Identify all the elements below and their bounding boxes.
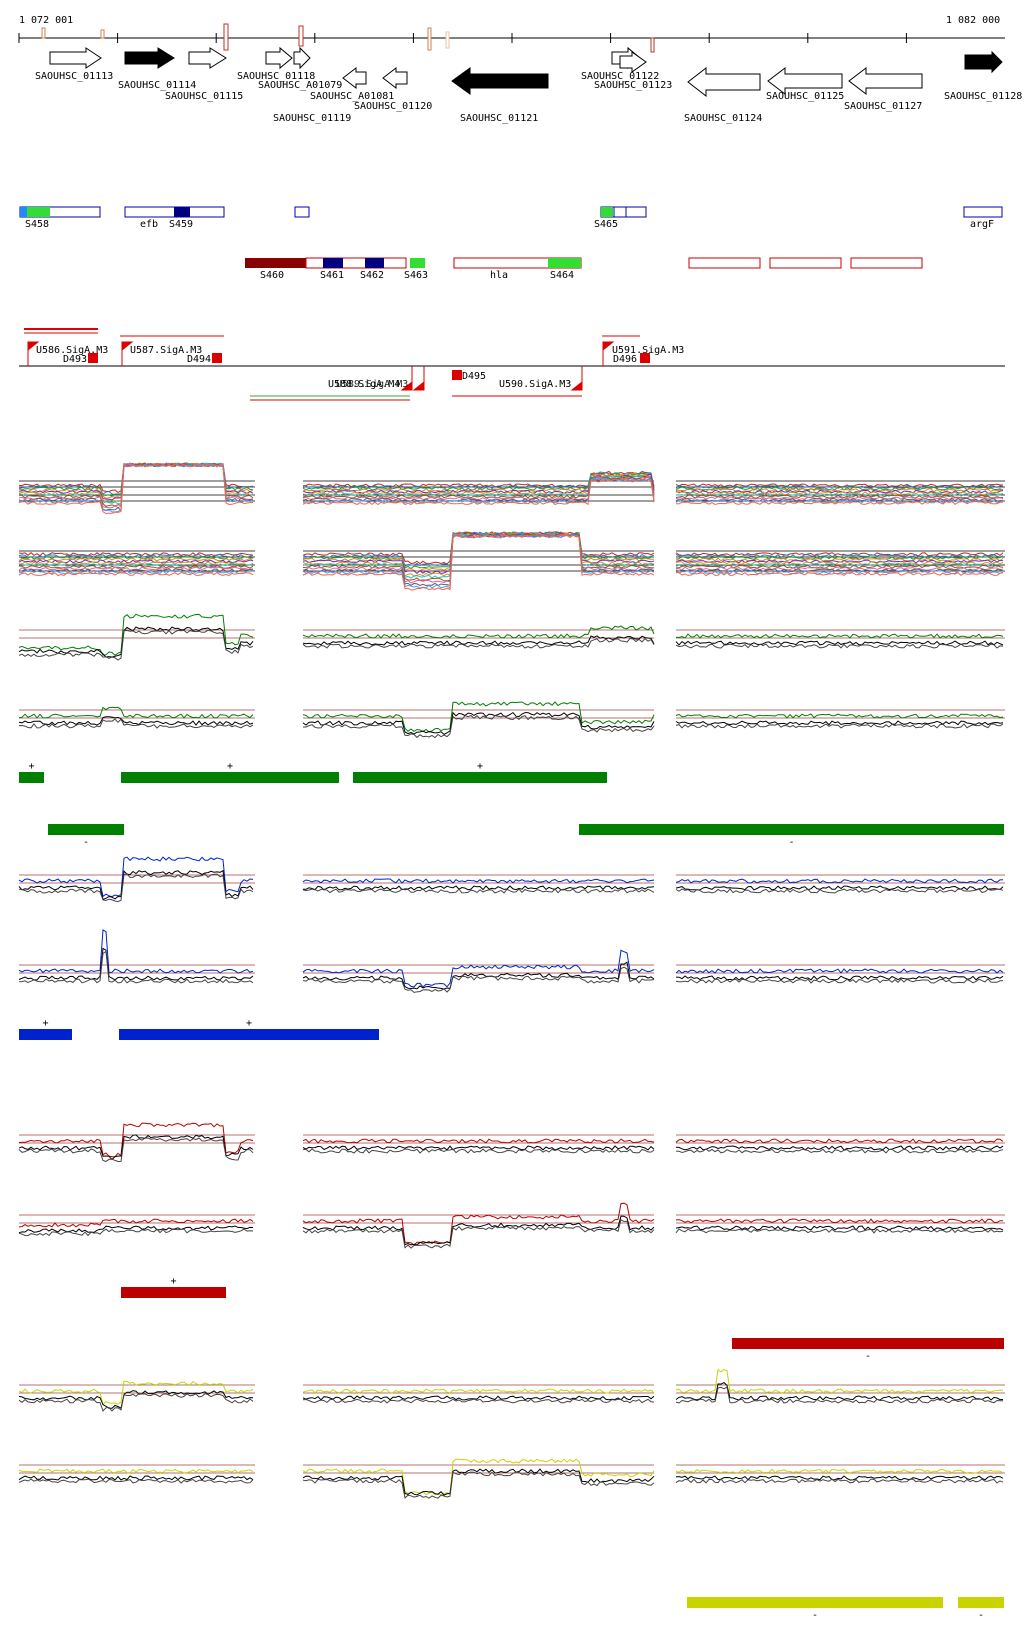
expression-profile-multi-1 xyxy=(18,462,1005,515)
promoter-U587[interactable]: U587.SigA.M3 xyxy=(130,345,202,356)
feature-S464[interactable]: S464 xyxy=(550,270,574,281)
gene-SAOUHSC_01123[interactable]: SAOUHSC_01123 xyxy=(594,51,672,91)
promoter-U591[interactable]: U591.SigA.M3 xyxy=(612,345,684,356)
promoter-U589[interactable]: U589.SigA.M3 xyxy=(336,379,408,390)
green-segment-bar[interactable] xyxy=(121,772,339,783)
green-condition-profile-2 xyxy=(18,701,1005,739)
promoter-U586[interactable]: U586.SigA.M3 xyxy=(36,345,108,356)
axis-ticks xyxy=(18,33,907,43)
red-segment-sign: + xyxy=(171,1276,177,1287)
expression-profile-multi-2 xyxy=(18,531,1005,591)
gene-SAOUHSC_A01081[interactable]: SAOUHSC_A01081 xyxy=(310,66,394,102)
gene-label: SAOUHSC_01118 xyxy=(237,71,315,82)
feature-S458[interactable]: S458 xyxy=(25,219,49,230)
gene-label: SAOUHSC_01123 xyxy=(594,80,672,91)
gene-label: SAOUHSC_01122 xyxy=(581,71,659,82)
gene-SAOUHSC_A01079[interactable]: SAOUHSC_A01079 xyxy=(258,46,342,91)
feature-S461[interactable]: S461 xyxy=(320,270,344,281)
plus-strand-features: S458 efb S459 S465 argF xyxy=(19,206,1003,230)
gene-label: SAOUHSC_01125 xyxy=(766,91,844,102)
feature-S465[interactable]: S465 xyxy=(594,219,618,230)
promoter-terminator-track: U586.SigA.M3 U587.SigA.M3 U591.SigA.M3 D… xyxy=(19,328,1005,401)
gene-label: SAOUHSC_01128 xyxy=(944,91,1022,102)
red-segment-bar[interactable] xyxy=(732,1338,1004,1349)
feature-S463[interactable]: S463 xyxy=(404,270,428,281)
gene-label: SAOUHSC_01114 xyxy=(118,80,196,91)
axis-end-label: 1 082 000 xyxy=(946,15,1000,26)
yellow-condition-profile-2 xyxy=(18,1458,1005,1499)
expression-panels xyxy=(18,462,1005,1499)
gene-SAOUHSC_01114[interactable]: SAOUHSC_01114 xyxy=(118,47,196,91)
blue-segment-sign: + xyxy=(246,1018,252,1029)
coordinate-axis: 1 072 001 1 082 000 xyxy=(18,15,1005,53)
green-segment-sign: + xyxy=(477,761,483,772)
feature-S460[interactable]: S460 xyxy=(260,270,284,281)
gene-label: SAOUHSC_A01081 xyxy=(310,91,394,102)
terminator-D495[interactable]: D495 xyxy=(462,371,486,382)
gene-SAOUHSC_01115[interactable]: SAOUHSC_01115 xyxy=(165,47,243,102)
gene-SAOUHSC_01121[interactable]: SAOUHSC_01121 xyxy=(451,67,549,124)
green-segment-sign: + xyxy=(227,761,233,772)
blue-condition-profile-2 xyxy=(18,929,1005,993)
terminator-D496[interactable]: D496 xyxy=(613,354,637,365)
gene-SAOUHSC_01125[interactable]: SAOUHSC_01125 xyxy=(766,66,844,102)
red-condition-profile-1 xyxy=(18,1122,1005,1163)
gene-label: SAOUHSC_01119 xyxy=(273,113,351,124)
red-segment-bar[interactable] xyxy=(121,1287,226,1298)
gene-SAOUHSC_01120[interactable]: SAOUHSC_01120 xyxy=(354,66,432,112)
yellow-segment-bar[interactable] xyxy=(687,1597,943,1608)
promoter-U590[interactable]: U590.SigA.M3 xyxy=(499,379,571,390)
blue-segment-bar[interactable] xyxy=(19,1029,72,1040)
promoter-U588[interactable]: U588.SigA.M4 xyxy=(328,379,400,390)
red-segment-sign: - xyxy=(865,1351,871,1362)
blue-condition-profile-1 xyxy=(18,856,1005,903)
yellow-segment-bar[interactable] xyxy=(958,1597,1004,1608)
gene-SAOUHSC_01113[interactable]: SAOUHSC_01113 xyxy=(35,47,113,82)
feature-efb[interactable]: efb xyxy=(140,219,158,230)
gene-track: SAOUHSC_01113 SAOUHSC_01114 SAOUHSC_0111… xyxy=(35,46,1022,124)
gene-SAOUHSC_01119[interactable]: SAOUHSC_01119 xyxy=(273,113,351,124)
gene-label: SAOUHSC_01115 xyxy=(165,91,243,102)
feature-argF[interactable]: argF xyxy=(970,219,994,230)
gene-SAOUHSC_01118[interactable]: SAOUHSC_01118 xyxy=(237,46,315,82)
terminator-D494[interactable]: D494 xyxy=(187,354,211,365)
yellow-segment-sign: - xyxy=(812,1610,818,1621)
minus-strand-features: S460 S461 S462 S463 hla S464 xyxy=(245,257,923,281)
yellow-segment-sign: - xyxy=(978,1610,984,1621)
axis-start-label: 1 072 001 xyxy=(19,15,73,26)
feature-hla[interactable]: hla xyxy=(490,270,508,281)
terminator-D493[interactable]: D493 xyxy=(63,354,87,365)
blue-segment-bar[interactable] xyxy=(119,1029,379,1040)
blue-segment-sign: + xyxy=(43,1018,49,1029)
green-segment-sign: - xyxy=(789,837,795,848)
green-segment-sign: + xyxy=(29,761,35,772)
gene-label: SAOUHSC_01121 xyxy=(460,113,538,124)
gene-label: SAOUHSC_01113 xyxy=(35,71,113,82)
yellow-condition-profile-1 xyxy=(18,1368,1005,1412)
gene-SAOUHSC_01124[interactable]: SAOUHSC_01124 xyxy=(684,66,762,124)
segmentation-bars: + + + - - + + + - - - xyxy=(19,761,1004,1621)
green-segment-bar[interactable] xyxy=(353,772,607,783)
green-segment-sign: - xyxy=(83,837,89,848)
gene-label: SAOUHSC_01120 xyxy=(354,101,432,112)
gene-SAOUHSC_01128[interactable]: SAOUHSC_01128 xyxy=(944,50,1022,102)
green-condition-profile-1 xyxy=(18,613,1005,661)
gene-label: SAOUHSC_01127 xyxy=(844,101,922,112)
gene-label: SAOUHSC_01124 xyxy=(684,113,762,124)
green-segment-bar[interactable] xyxy=(19,772,44,783)
gene-SAOUHSC_01127[interactable]: SAOUHSC_01127 xyxy=(844,66,923,112)
feature-S459[interactable]: S459 xyxy=(169,219,193,230)
green-segment-bar[interactable] xyxy=(48,824,124,835)
red-condition-profile-2 xyxy=(18,1202,1005,1249)
gene-label: SAOUHSC_A01079 xyxy=(258,80,342,91)
green-segment-bar[interactable] xyxy=(579,824,1004,835)
feature-S462[interactable]: S462 xyxy=(360,270,384,281)
axis-markers xyxy=(41,23,655,53)
